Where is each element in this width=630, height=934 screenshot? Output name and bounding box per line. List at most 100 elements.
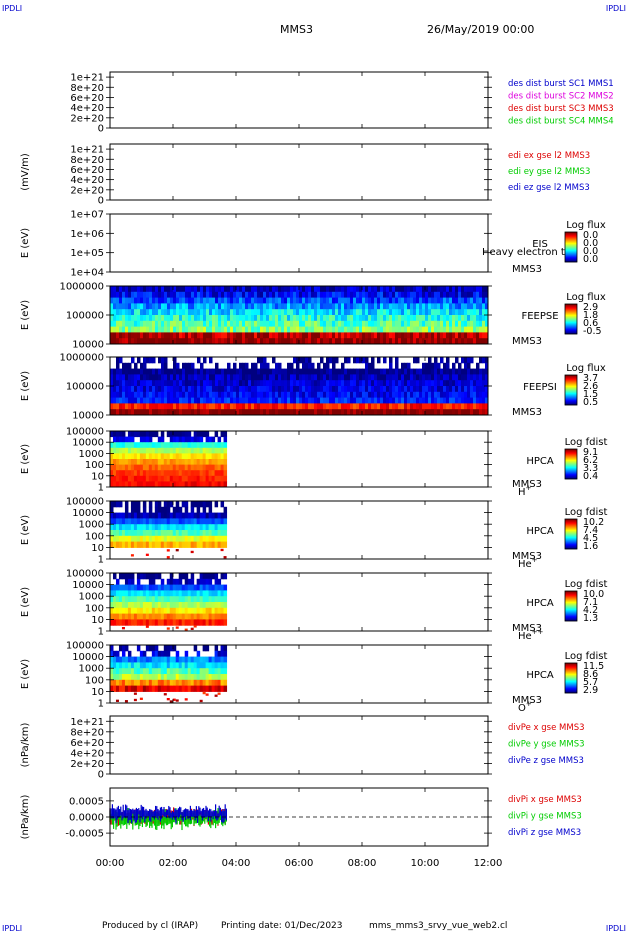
y-tick-label: 1 (98, 483, 104, 494)
colorbar (564, 374, 578, 406)
y-tick-label: 100000 (66, 641, 104, 652)
y-tick-label: 10000 (72, 438, 104, 449)
y-axis-label: E (eV) (20, 300, 31, 330)
legend-entry: edi ex gse l2 MMS3 (508, 151, 590, 161)
y-tick-label: 6e+20 (70, 93, 104, 104)
colorbar-tick-label: 1.6 (583, 541, 598, 552)
colorbar-tick-label: 6.2 (583, 455, 598, 466)
colorbar-tick-label: 10.0 (583, 589, 604, 600)
y-tick-label: 10000 (72, 411, 104, 422)
corner-mark-bottom-right: IPDLI (605, 924, 626, 933)
colorbar-title: Log flux (566, 220, 606, 231)
panel-frame (109, 143, 489, 201)
legend-entry: divPe x gse MMS3 (508, 723, 585, 733)
legend-entry: edi ez gse l2 MMS3 (508, 183, 590, 193)
panel-p4: 1000000 100000 10000 E (eV) FEEPSE MMS3 Log fl… (20, 282, 606, 351)
colorbar-tick-label: 7.1 (583, 597, 598, 608)
y-tick-label: 8e+20 (70, 727, 104, 738)
x-tick-label: 02:00 (159, 858, 188, 869)
colorbar-tick-label: 5.7 (583, 677, 598, 688)
legend-entry: des dist burst SC4 MMS4 (508, 116, 614, 126)
y-tick-label: 4e+20 (70, 103, 104, 114)
colorbar (564, 303, 578, 335)
legend-entry: divPi x gse MMS3 (508, 795, 582, 805)
colorbar-title: Log fdist (565, 651, 608, 662)
y-tick-label: 0 (98, 770, 104, 781)
instrument-label: EIS (532, 239, 548, 250)
y-tick-label: 100000 (66, 569, 104, 580)
x-tick-label: 04:00 (222, 858, 251, 869)
y-tick-label: 100000 (66, 427, 104, 438)
y-tick-label: 1000 (79, 520, 104, 531)
panel-p3: 1e+07 1e+06 1e+05 1e+04 E (eV) EIS MMS3 Heavy e… (20, 210, 606, 279)
species-label: O+ (518, 700, 532, 714)
y-tick-label: 100 (85, 675, 104, 686)
y-tick-label: 0 (98, 124, 104, 135)
legend-entry: divPe z gse MMS3 (508, 756, 584, 766)
y-tick-label: 1e+04 (70, 268, 104, 279)
y-tick-label: 100 (85, 603, 104, 614)
colorbar-tick-label: 0.0 (583, 246, 598, 257)
y-tick-label: 2e+20 (70, 113, 104, 124)
spacecraft-label: MMS3 (512, 695, 542, 706)
colorbar-tick-label: 0.0 (583, 254, 598, 265)
y-tick-label: 8e+20 (70, 83, 104, 94)
colorbar-tick-label: 1.8 (583, 310, 598, 321)
y-tick-label: 10000 (72, 340, 104, 351)
colorbar-tick-label: 9.1 (583, 447, 598, 458)
y-axis-label: E (eV) (20, 228, 31, 258)
y-tick-label: -0.0005 (65, 829, 104, 840)
y-tick-label: 1 (98, 627, 104, 638)
y-axis-label: E (eV) (20, 587, 31, 617)
colorbar-tick-label: 0.0 (583, 238, 598, 249)
colorbar-tick-label: 3.7 (583, 373, 598, 384)
y-tick-label: 0.0005 (69, 796, 104, 807)
y-tick-label: 2e+20 (70, 759, 104, 770)
y-tick-label: 6e+20 (70, 165, 104, 176)
y-axis-label: (nPa/km) (20, 795, 31, 840)
colorbar-tick-label: 8.6 (583, 669, 598, 680)
species-label: H+ (518, 484, 532, 498)
y-tick-label: 10 (91, 543, 104, 554)
panel-frame (109, 213, 489, 273)
spacecraft-label: MMS3 (512, 336, 542, 347)
colorbar-tick-label: 2.9 (583, 302, 598, 313)
x-tick-label: 08:00 (348, 858, 377, 869)
y-tick-label: 100000 (66, 382, 104, 393)
y-tick-label: 1000 (79, 664, 104, 675)
y-tick-label: 1000 (79, 592, 104, 603)
spacecraft-label: MMS3 (512, 407, 542, 418)
y-tick-label: 1e+21 (70, 717, 104, 728)
corner-mark-bottom-left: IPDLI (2, 924, 23, 933)
spacecraft-label: MMS3 (512, 264, 542, 275)
corner-mark-top-right: IPDLI (605, 4, 626, 13)
y-tick-label: 2e+20 (70, 185, 104, 196)
y-tick-label: 10000 (72, 652, 104, 663)
colorbar-tick-label: 4.5 (583, 533, 598, 544)
colorbar (564, 231, 578, 263)
y-axis-label: E (eV) (20, 371, 31, 401)
y-tick-label: 10 (91, 471, 104, 482)
legend-entry: des dist burst SC2 MMS2 (508, 91, 614, 101)
y-axis-label: E (eV) (20, 659, 31, 689)
colorbar (564, 590, 578, 622)
instrument-label: FEEPSE (521, 311, 558, 322)
instrument-label: HPCA (526, 456, 554, 467)
colorbar-tick-label: 2.9 (583, 685, 598, 696)
y-tick-label: 0 (98, 196, 104, 207)
y-tick-label: 10 (91, 615, 104, 626)
y-tick-label: 0.0000 (69, 813, 104, 824)
colorbar-tick-label: 0.0 (583, 230, 598, 241)
panel-frame (109, 71, 489, 129)
y-axis-label: (nPa/km) (20, 723, 31, 768)
colorbar (564, 662, 578, 694)
y-tick-label: 1e+21 (70, 73, 104, 84)
colorbar-tick-label: 10.2 (583, 517, 604, 528)
